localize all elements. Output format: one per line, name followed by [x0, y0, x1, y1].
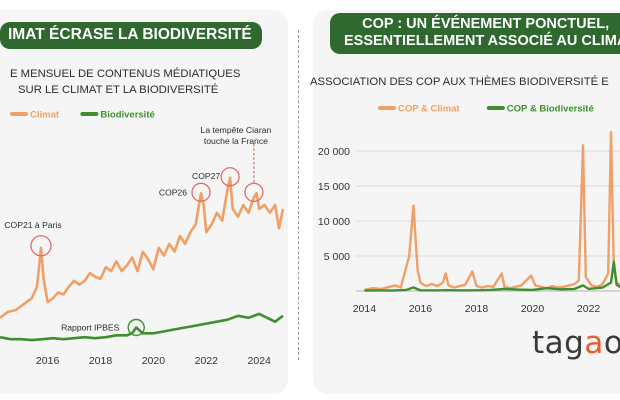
legend-label-cop-biodiversite: COP & Biodiversité: [507, 104, 594, 115]
left-highlight-cop26: [191, 182, 211, 202]
right-x-tick-2020: 2020: [521, 303, 545, 315]
right-banner-line-1: COP : UN ÉVÉNEMENT PONCTUEL,: [362, 16, 610, 32]
legend-label-biodiversite: Biodiversité: [100, 110, 154, 121]
left-highlight-ipbes: [127, 318, 145, 337]
right-x-tick-2022: 2022: [577, 303, 601, 315]
left-x-tick-2018: 2018: [89, 355, 113, 367]
panel-divider: [298, 30, 299, 360]
left-series-line-biodiversite: [0, 312, 284, 342]
right-x-tick-2016: 2016: [409, 303, 433, 315]
left-x-tick-2024: 2024: [248, 355, 272, 367]
left-highlight-cop21: [30, 235, 52, 257]
left-subtitle-line-2: SUR LE CLIMAT ET LA BIODIVERSITÉ: [18, 84, 219, 97]
left-highlight-cop27: [220, 167, 240, 187]
tagaro-logo: tagao: [532, 325, 620, 361]
left-annotation-cop27: COP27: [192, 171, 220, 181]
left-annotation-ciaran-line-2: touche la France: [204, 136, 268, 146]
right-banner-title: COP : UN ÉVÉNEMENT PONCTUEL, ESSENTIELLE…: [330, 13, 620, 54]
right-y-tick-5000: 5 000: [324, 251, 350, 263]
right-y-tick-10000: 10 000: [318, 216, 350, 228]
legend-label-cop-climat: COP & Climat: [398, 104, 460, 115]
right-x-tick-2014: 2014: [353, 303, 377, 315]
right-banner-line-2: ESSENTIELLEMENT ASSOCIÉ AU CLIMA: [344, 33, 620, 50]
right-x-tick-2018: 2018: [465, 303, 489, 315]
left-annotation-ipbes: Rapport IPBES: [61, 323, 120, 333]
left-x-tick-2016: 2016: [36, 355, 60, 367]
right-chart-subtitle: ASSOCIATION DES COP AUX THÈMES BIODIVERS…: [310, 76, 609, 88]
left-annotation-cop26: COP26: [159, 187, 187, 197]
left-x-tick-2020: 2020: [142, 355, 166, 367]
left-series-line-climat: [0, 176, 285, 319]
legend-label-climat: Climat: [30, 110, 60, 121]
left-chart-subtitle: E MENSUEL DE CONTENUS MÉDIATIQUES SUR LE…: [10, 66, 240, 99]
logo-text-suffix: o: [603, 325, 620, 361]
right-y-tick-15000: 15 000: [318, 181, 350, 193]
logo-text-prefix: tag: [532, 325, 585, 361]
left-annotation-cop21: COP21 à Paris: [4, 220, 61, 230]
left-banner-title: IMAT ÉCRASE LA BIODIVERSITÉ: [0, 22, 262, 49]
right-series-line-cop-biodiversite: [364, 260, 620, 292]
left-x-tick-2022: 2022: [195, 355, 219, 367]
left-subtitle-line-1: E MENSUEL DE CONTENUS MÉDIATIQUES: [10, 68, 241, 80]
right-y-tick-20000: 20 000: [318, 146, 350, 158]
right-series-line-cop-climat: [364, 130, 620, 292]
logo-text-accent: a: [584, 325, 604, 361]
right-chart-panel: [313, 10, 620, 394]
left-annotation-ciaran-line-1: La tempête Ciaran: [201, 125, 272, 135]
left-highlight-ciaran: [244, 182, 264, 202]
